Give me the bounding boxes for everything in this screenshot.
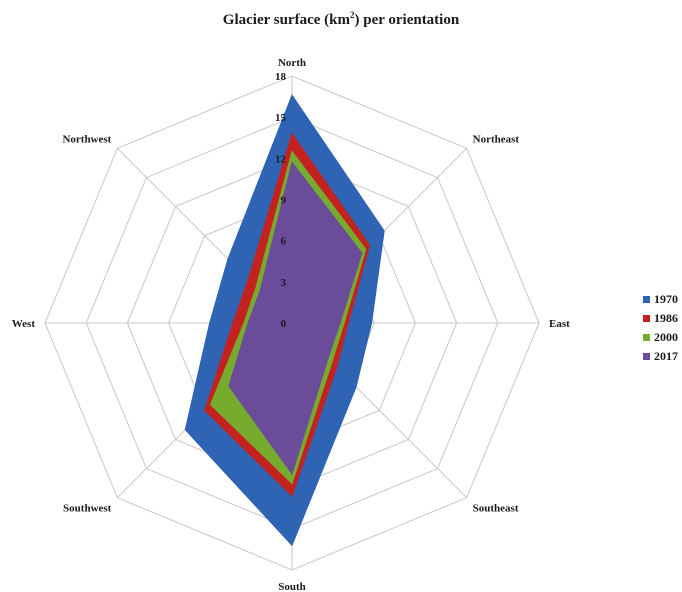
legend-label: 1986 bbox=[654, 311, 678, 325]
radar-series bbox=[184, 94, 385, 547]
legend: 1970 1986 2000 2017 bbox=[643, 290, 682, 366]
tick-label-15: 15 bbox=[275, 112, 287, 124]
legend-item-1986: 1986 bbox=[643, 309, 682, 328]
legend-swatch bbox=[643, 296, 650, 303]
tick-label-6: 6 bbox=[281, 236, 287, 248]
tick-label-9: 9 bbox=[281, 195, 287, 207]
axis-label-southeast: Southeast bbox=[473, 503, 519, 515]
axis-label-south: South bbox=[278, 581, 306, 592]
tick-label-12: 12 bbox=[275, 153, 287, 165]
axis-label-northeast: Northeast bbox=[473, 133, 520, 145]
legend-label: 1970 bbox=[654, 292, 678, 306]
axis-label-north: North bbox=[278, 57, 306, 69]
axis-label-southwest: Southwest bbox=[63, 503, 112, 515]
chart-title: Glacier surface (km2) per orientation bbox=[222, 10, 460, 28]
legend-swatch bbox=[643, 315, 650, 322]
legend-swatch bbox=[643, 353, 650, 360]
legend-swatch bbox=[643, 334, 650, 341]
tick-label-0: 0 bbox=[281, 318, 287, 330]
tick-label-18: 18 bbox=[275, 71, 287, 83]
legend-item-2017: 2017 bbox=[643, 347, 682, 366]
legend-label: 2017 bbox=[654, 349, 678, 363]
legend-label: 2000 bbox=[654, 330, 678, 344]
axis-label-east: East bbox=[549, 318, 570, 330]
radar-labels: 0 3 6 9 12 15 18 North Northeast East Southeast Sou… bbox=[12, 57, 570, 592]
series-area-2017 bbox=[228, 161, 363, 476]
legend-item-1970: 1970 bbox=[643, 290, 682, 309]
tick-label-3: 3 bbox=[281, 277, 287, 289]
axis-label-northwest: Northwest bbox=[62, 133, 111, 145]
legend-item-2000: 2000 bbox=[643, 328, 682, 347]
axis-label-west: West bbox=[12, 318, 36, 330]
